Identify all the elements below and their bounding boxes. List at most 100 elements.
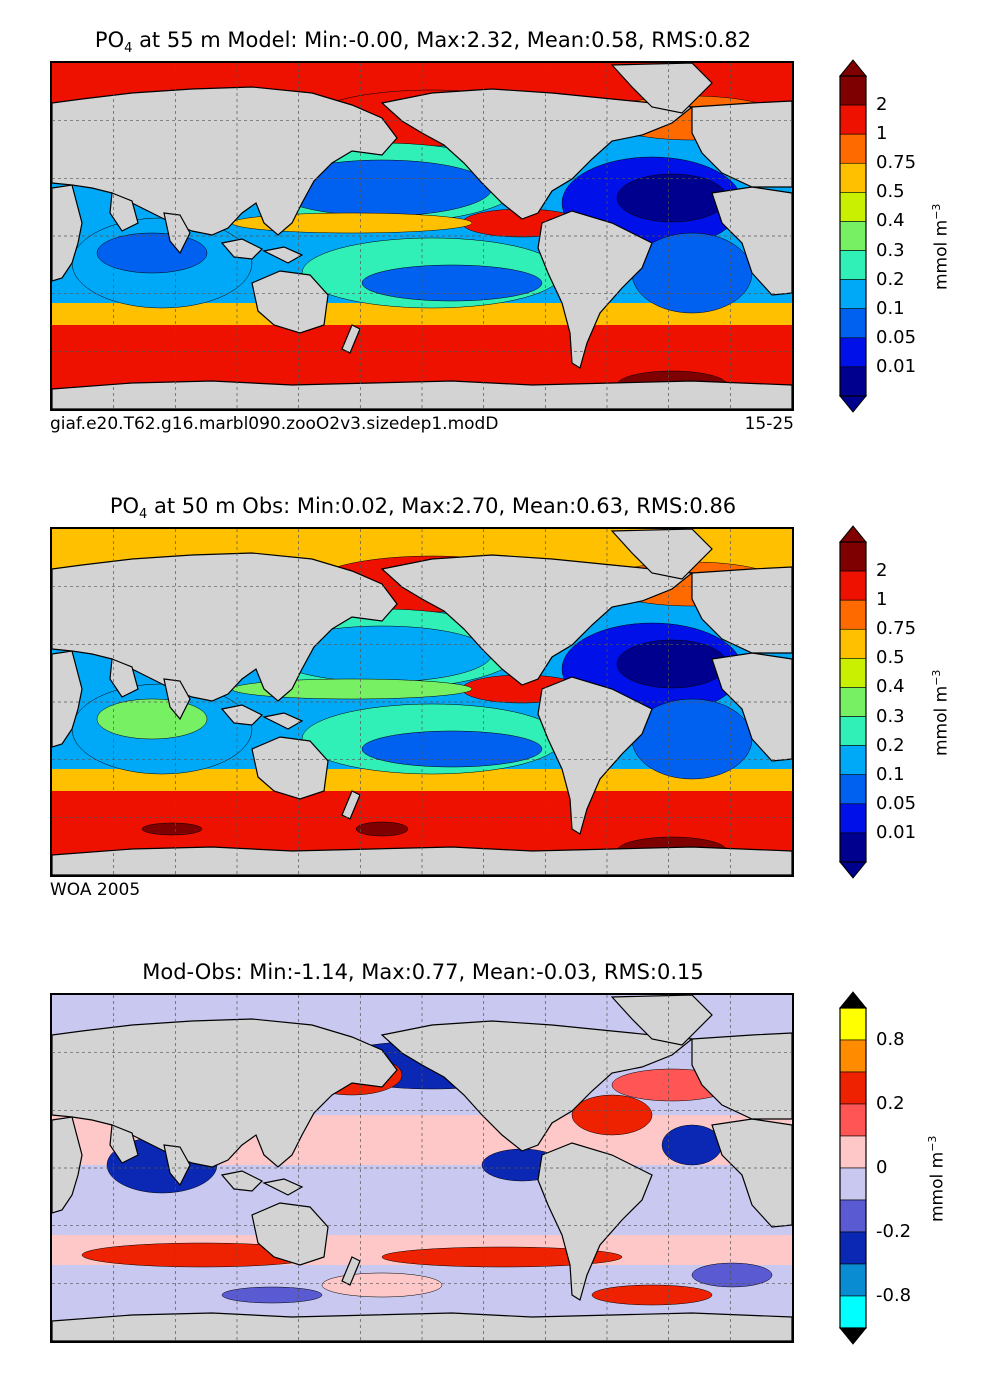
land-mass bbox=[691, 1032, 792, 1120]
colorbar-tick-label: 0.75 bbox=[876, 152, 917, 174]
colorbar-swatch bbox=[839, 570, 867, 601]
colorbar-swatch bbox=[839, 337, 867, 368]
colorbar-tick-label: 0.4 bbox=[876, 210, 905, 232]
colorbar-over-arrow bbox=[838, 525, 868, 543]
colorbar-swatch bbox=[839, 1135, 867, 1169]
colorbar-tick-label: 0.1 bbox=[876, 297, 905, 319]
colorbar-swatch bbox=[839, 1071, 867, 1105]
model-colorbar: 2 1 0.75 0.5 0.4 0.3 0.2 0.1 0.05 0.01 mmol m−3 bbox=[838, 58, 978, 414]
colorbar-tick-label: 2 bbox=[876, 560, 888, 582]
colorbar-swatch bbox=[839, 104, 867, 135]
obs-colorbar: 2 1 0.75 0.5 0.4 0.3 0.2 0.1 0.05 0.01 mmol m−3 bbox=[838, 524, 978, 880]
field-contour bbox=[571, 1094, 653, 1136]
land-mass bbox=[537, 210, 653, 369]
field-contour bbox=[355, 821, 409, 837]
colorbar-tick-label: 0.2 bbox=[876, 734, 905, 756]
colorbar-tick-label: 0.2 bbox=[876, 1093, 905, 1114]
panel-title: PO4 at 50 m Obs: Min:0.02, Max:2.70, Mea… bbox=[109, 494, 737, 523]
field-contour bbox=[361, 264, 543, 302]
colorbar-swatch bbox=[839, 1007, 867, 1041]
land-mass bbox=[109, 1124, 139, 1164]
land-mass bbox=[220, 704, 264, 726]
colorbar-swatch bbox=[839, 133, 867, 164]
colorbar-units: mmol m−3 bbox=[930, 203, 952, 290]
colorbar-swatch bbox=[839, 774, 867, 805]
diff-colorbar: 0.8 0.2 0 -0.2 -0.8 mmol m−3 bbox=[838, 990, 978, 1346]
colorbar-tick-label: 0.5 bbox=[876, 181, 905, 203]
land-mass bbox=[610, 529, 713, 580]
colorbar-swatch bbox=[839, 75, 867, 106]
land-mass bbox=[341, 1256, 361, 1286]
colorbar-tick-label: 0.2 bbox=[876, 268, 905, 290]
land-mass bbox=[52, 1116, 83, 1214]
colorbar-units: mmol m−3 bbox=[930, 669, 952, 756]
field-contour bbox=[141, 822, 203, 836]
colorbar-swatch bbox=[839, 541, 867, 572]
colorbar-swatch bbox=[839, 1231, 867, 1265]
colorbar-tick-label: 0.3 bbox=[876, 705, 905, 727]
colorbar-swatch bbox=[839, 1103, 867, 1137]
land-mass bbox=[262, 712, 304, 730]
colorbar-swatch bbox=[839, 803, 867, 834]
colorbar-tick-label: 0.05 bbox=[876, 792, 917, 814]
land-mass bbox=[220, 1170, 264, 1192]
colorbar-tick-label: 0.1 bbox=[876, 763, 905, 785]
land-mass bbox=[341, 790, 361, 820]
colorbar-tick-label: 0.01 bbox=[876, 821, 917, 843]
model-map bbox=[50, 61, 794, 411]
colorbar-swatch bbox=[839, 1039, 867, 1073]
colorbar-over-arrow bbox=[838, 991, 868, 1009]
panel-title: PO4 at 55 m Model: Min:-0.00, Max:2.32, … bbox=[94, 28, 752, 57]
colorbar-swatch bbox=[839, 279, 867, 310]
colorbar-tick-label: 1 bbox=[876, 123, 888, 145]
field-contour bbox=[321, 1272, 443, 1298]
land-mass bbox=[220, 238, 264, 260]
colorbar-tick-label: 1 bbox=[876, 589, 888, 611]
colorbar-swatch bbox=[839, 1295, 867, 1329]
land-mass bbox=[251, 270, 329, 334]
field-contour bbox=[591, 1284, 713, 1306]
colorbar-swatch bbox=[839, 716, 867, 746]
colorbar-swatch bbox=[839, 192, 867, 222]
land-mass bbox=[610, 995, 713, 1046]
field-contour bbox=[381, 1246, 623, 1268]
land-mass bbox=[52, 184, 83, 282]
case-name-label: giaf.e20.T62.g16.marbl090.zooO2v3.sizede… bbox=[50, 414, 499, 434]
field-contour bbox=[616, 173, 728, 223]
colorbar-swatch bbox=[839, 221, 867, 251]
land-mass bbox=[711, 1118, 792, 1228]
land-mass bbox=[251, 1202, 329, 1266]
colorbar-swatch bbox=[839, 308, 867, 339]
colorbar-swatch bbox=[839, 162, 867, 193]
colorbar-tick-label: 0.5 bbox=[876, 647, 905, 669]
land-mass bbox=[711, 186, 792, 296]
colorbar-tick-label: 0.8 bbox=[876, 1029, 905, 1050]
land-mass bbox=[711, 652, 792, 762]
colorbar-swatch bbox=[839, 832, 867, 863]
land-mass bbox=[691, 100, 792, 188]
source-label: WOA 2005 bbox=[50, 880, 141, 900]
land-mass bbox=[262, 1178, 304, 1196]
land-mass bbox=[380, 88, 694, 220]
obs-map bbox=[50, 527, 794, 877]
colorbar-under-arrow bbox=[838, 861, 868, 879]
field-contour bbox=[661, 1124, 723, 1166]
land-mass bbox=[380, 554, 694, 686]
colorbar-over-arrow bbox=[838, 59, 868, 77]
colorbar-swatch bbox=[839, 250, 867, 280]
colorbar-swatch bbox=[839, 687, 867, 717]
panel-title: Mod-Obs: Min:-1.14, Max:0.77, Mean:-0.03… bbox=[142, 960, 704, 984]
colorbar-swatch bbox=[839, 658, 867, 688]
colorbar-tick-label: 0 bbox=[876, 1157, 888, 1178]
field-contour bbox=[361, 730, 543, 768]
colorbar-under-arrow bbox=[838, 1327, 868, 1345]
colorbar-tick-label: -0.2 bbox=[876, 1221, 912, 1242]
colorbar-tick-label: 0.75 bbox=[876, 618, 917, 640]
colorbar-swatch bbox=[839, 366, 867, 397]
field-contour bbox=[221, 1286, 323, 1304]
colorbar-tick-label: 0.01 bbox=[876, 355, 917, 377]
colorbar-swatch bbox=[839, 1167, 867, 1201]
colorbar-swatch bbox=[839, 628, 867, 659]
land-mass bbox=[341, 324, 361, 354]
colorbar-tick-label: 2 bbox=[876, 94, 888, 116]
